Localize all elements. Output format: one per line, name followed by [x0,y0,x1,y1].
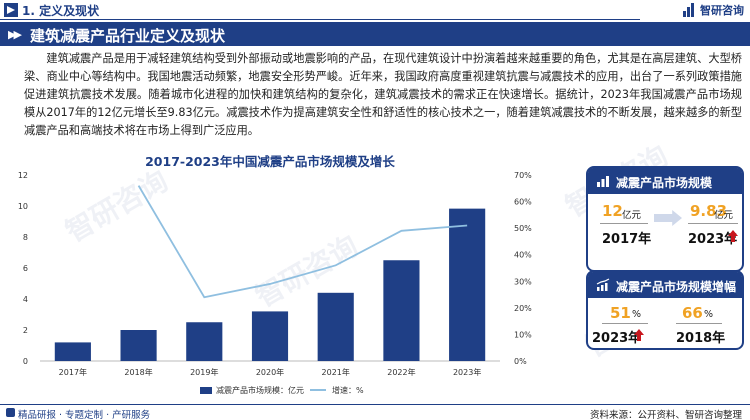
x-axis-tick-label: 2019年 [190,367,218,377]
growth-2018-value: 66 [682,304,703,322]
legend-line-label: 增速：% [332,385,364,395]
intro-paragraph: 建筑减震产品是用于减轻建筑结构受到外部振动或地震影响的产品，在现代建筑设计中扮演… [24,52,742,137]
left-axis-tick-label: 0 [23,357,28,366]
bar-2023年 [449,208,486,361]
year-2018: 2018年 [676,331,726,346]
right-axis-tick-label: 10% [514,330,532,339]
top-divider [0,19,640,20]
x-axis-tick-label: 2022年 [387,367,415,377]
footer-divider [0,404,750,405]
underline [676,323,722,324]
market-chart: 0 2 4 6 8 10 12 0% 10% 20% 30% 40% 50% 60% 70% 2017年 201… [18,171,532,395]
right-axis-tick-label: 60% [514,198,532,207]
up-arrow-icon [728,230,738,242]
card-title: 减震产品市场规模增幅 [616,280,737,294]
right-arrow-icon [654,210,682,226]
banner-title: 建筑减震产品行业定义及现状 [30,27,226,45]
left-axis-tick-label: 8 [23,233,28,242]
bar-2021年 [317,292,354,361]
growth-line [137,185,468,299]
underline [688,223,738,224]
x-axis-tick-label: 2017年 [59,367,87,377]
bar-2022年 [383,260,420,361]
right-axis-tick-label: 40% [514,251,532,260]
brand-logo-icon [683,3,697,17]
card-header: 减震产品市场规模增幅 [588,272,742,298]
brand: 智研咨询 [683,2,744,18]
underline [602,323,648,324]
x-axis-tick-label: 2020年 [256,367,284,377]
chart-title: 2017-2023年中国减震产品市场规模及增长 [145,154,395,169]
right-axis-tick-label: 50% [514,224,532,233]
value-2017: 12 [602,202,623,220]
legend-bar-swatch [200,387,212,394]
legend-bar-label: 减震产品市场规模：亿元 [216,385,304,395]
year-2023: 2023年 [592,331,642,346]
play-icon [4,3,18,17]
growth-2023-value: 51 [610,304,631,322]
card-growth: 减震产品市场规模增幅 51 % 2023年 66 % 2018年 [586,270,744,350]
footer-source: 资料来源：公开资料、智研咨询整理 [589,410,742,420]
section-banner: ▶▶ 建筑减震产品行业定义及现状 [0,22,750,46]
section-number-title: 1. 定义及现状 [22,4,100,18]
right-axis-tick-label: 20% [514,304,532,313]
left-axis-tick-label: 4 [23,295,28,304]
year-2023: 2023年 [688,232,738,247]
card-market-scale: 减震产品市场规模 12 亿元 2017年 9.83 亿元 2023年 [586,166,744,272]
value-2023: 9.83 [690,202,728,220]
bar-2020年 [251,311,289,361]
right-axis-tick-label: 70% [514,171,532,180]
card-header: 减震产品市场规模 [588,168,742,194]
footer: 精品研报 · 专题定制 · 产研服务 资料来源：公开资料、智研咨询整理 [0,404,750,420]
left-axis-tick-label: 12 [18,171,28,180]
unit-label: 亿元 [622,210,642,221]
left-axis-tick-label: 6 [23,264,28,273]
x-axis-tick-label: 2018年 [124,367,152,377]
right-axis-tick-label: 0% [514,357,527,366]
card-title: 减震产品市场规模 [616,176,713,190]
top-bar: 1. 定义及现状 智研咨询 [0,0,750,20]
growth-chart-icon [596,278,610,291]
brand-name: 智研咨询 [700,4,744,17]
bar-2018年 [120,330,157,361]
x-axis-tick-label: 2021年 [322,367,350,377]
footer-slogan: 精品研报 · 专题定制 · 产研服务 [18,410,151,420]
bar-2017年 [54,342,91,361]
left-axis-tick-label: 2 [23,326,28,335]
chart-area: 0 2 4 6 8 10 12 0% 10% 20% 30% 40% 50% 60% 70% 2017年 201… [10,165,540,405]
unit-label: 亿元 [714,210,734,221]
bar-2019年 [186,322,223,361]
double-chevron-icon: ▶▶ [8,28,22,41]
underline [600,223,648,224]
unit-label: % [704,309,714,320]
bar-chart-icon [597,176,609,187]
x-axis-tick-label: 2023年 [453,367,481,377]
right-axis-tick-label: 30% [514,277,532,286]
unit-label: % [632,309,642,320]
brand-small-icon [6,408,15,417]
up-arrow-icon [634,329,644,341]
year-2017: 2017年 [602,232,652,247]
left-axis-tick-label: 10 [18,202,28,211]
